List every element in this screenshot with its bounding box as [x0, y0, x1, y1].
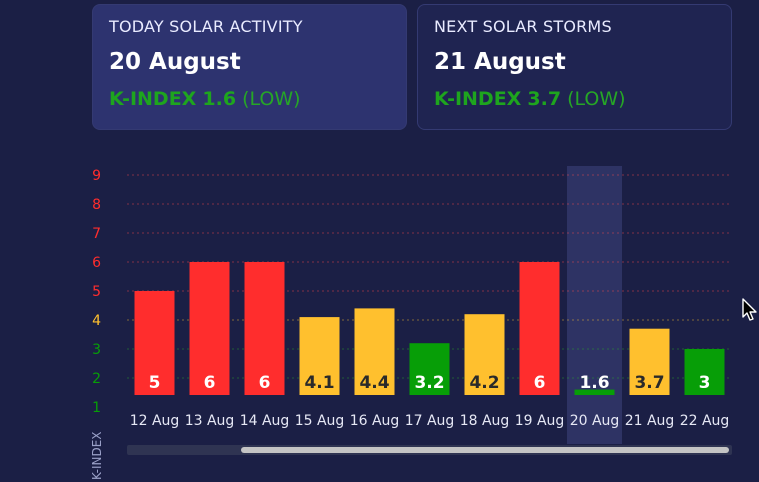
next-kindex-label: K-INDEX — [434, 88, 522, 110]
y-tick-label: 8 — [92, 197, 101, 213]
x-tick-label: 17 Aug — [405, 413, 455, 429]
y-tick-label: 1 — [92, 400, 101, 416]
bar-value-label: 6 — [534, 373, 546, 393]
next-kindex: K-INDEX 3.7 (LOW) — [434, 88, 715, 110]
x-tick-label: 12 Aug — [130, 413, 180, 429]
bar-value-label: 4.2 — [469, 373, 499, 393]
today-kindex-value: 1.6 — [202, 88, 237, 110]
next-storms-card: NEXT SOLAR STORMS 21 August K-INDEX 3.7 … — [417, 4, 732, 130]
bar-13-aug — [189, 262, 230, 395]
today-kindex: K-INDEX 1.6 (LOW) — [109, 88, 390, 110]
y-tick-label: 7 — [92, 226, 101, 242]
next-kindex-value: 3.7 — [527, 88, 562, 110]
x-tick-label: 18 Aug — [460, 413, 510, 429]
bar-18-aug — [464, 314, 505, 395]
x-tick-label: 20 Aug — [570, 413, 620, 429]
today-activity-card: TODAY SOLAR ACTIVITY 20 August K-INDEX 1… — [92, 4, 407, 130]
bar-value-label: 3.2 — [414, 373, 444, 393]
bar-21-aug — [629, 328, 670, 395]
bar-20-aug — [574, 389, 615, 395]
bar-17-aug — [409, 343, 450, 395]
today-level: (LOW) — [242, 88, 301, 110]
highlight-column — [567, 166, 622, 444]
bar-16-aug — [354, 308, 395, 395]
bar-value-label: 5 — [149, 373, 161, 393]
today-card-label: TODAY SOLAR ACTIVITY — [109, 17, 303, 36]
x-tick-label: 19 Aug — [515, 413, 565, 429]
bar-value-label: 1.6 — [579, 373, 609, 393]
bar-value-label: 4.1 — [304, 373, 334, 393]
bar-12-aug — [134, 291, 175, 395]
bar-value-label: 6 — [204, 373, 216, 393]
y-tick-label: 5 — [92, 284, 101, 300]
scrollbar-thumb[interactable] — [241, 447, 729, 453]
bar-value-label: 3.7 — [634, 373, 664, 393]
today-date: 20 August — [109, 49, 241, 75]
today-kindex-label: K-INDEX — [109, 88, 197, 110]
y-tick-label: 3 — [92, 342, 101, 358]
y-tick-label: 2 — [92, 371, 101, 387]
y-tick-label: 6 — [92, 255, 101, 271]
bar-value-label: 6 — [259, 373, 271, 393]
y-tick-label: 9 — [92, 168, 101, 184]
y-axis-label: K-INDEX — [90, 432, 104, 481]
x-tick-label: 15 Aug — [295, 413, 345, 429]
x-tick-label: 14 Aug — [240, 413, 290, 429]
x-tick-label: 21 Aug — [625, 413, 675, 429]
bar-15-aug — [299, 317, 340, 395]
mouse-cursor-icon — [742, 298, 757, 321]
next-card-label: NEXT SOLAR STORMS — [434, 17, 612, 36]
next-level: (LOW) — [567, 88, 626, 110]
y-tick-label: 4 — [92, 313, 101, 329]
bar-value-label: 3 — [699, 373, 711, 393]
kindex-chart: 1 2 3 4 5 6 7 8 9 K-INDEX 5 6 6 4.1 4.4 3.2 4.2 6 1.6 3.7 3 1… — [90, 166, 732, 481]
bar-19-aug — [519, 262, 560, 395]
bar-value-label: 4.4 — [359, 373, 389, 393]
next-date: 21 August — [434, 49, 566, 75]
x-tick-label: 16 Aug — [350, 413, 400, 429]
x-tick-label: 13 Aug — [185, 413, 235, 429]
x-tick-label: 22 Aug — [680, 413, 730, 429]
bar-22-aug — [684, 349, 725, 395]
bar-14-aug — [244, 262, 285, 395]
